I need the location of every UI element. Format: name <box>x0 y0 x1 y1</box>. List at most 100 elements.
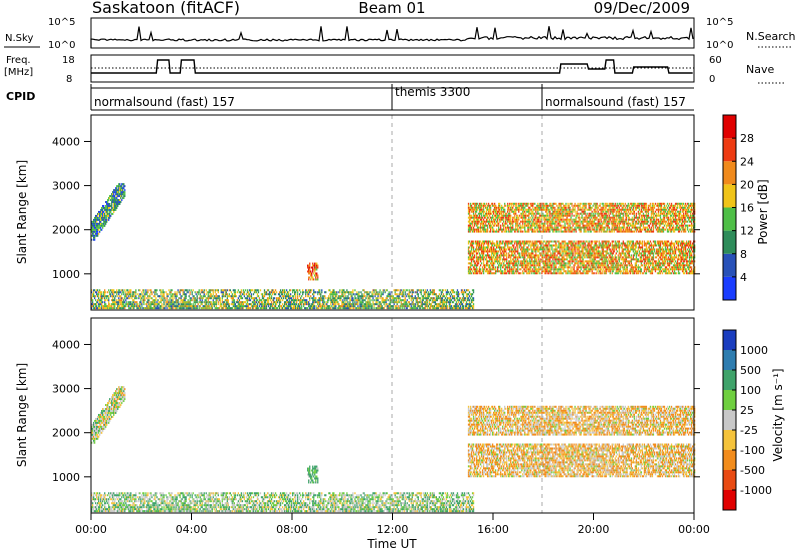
power-cell <box>525 220 527 223</box>
power-cell <box>499 256 501 259</box>
power-cell <box>206 291 208 294</box>
power-cell <box>540 214 542 217</box>
power-cell <box>388 291 390 294</box>
power-cell <box>255 297 258 300</box>
power-cell <box>533 256 535 259</box>
power-cell <box>107 199 109 202</box>
power-cell <box>502 218 504 221</box>
power-cell <box>321 289 323 292</box>
power-cell <box>335 301 337 304</box>
power-cell <box>268 291 271 294</box>
power-cell <box>474 248 477 251</box>
power-cell <box>258 297 261 300</box>
power-cell <box>468 218 471 221</box>
power-cell <box>476 222 479 225</box>
power-cell <box>105 218 107 221</box>
power-cell <box>139 301 141 304</box>
power-cell <box>138 305 140 308</box>
power-cell <box>512 252 514 255</box>
power-cell <box>488 240 491 243</box>
power-cell <box>117 185 119 188</box>
power-cell <box>146 297 148 300</box>
power-cell <box>531 248 533 251</box>
noise-right-tick-high: 10^5 <box>706 17 733 28</box>
power-cell <box>507 240 509 243</box>
power-cell <box>533 214 535 217</box>
power-cell <box>554 212 556 215</box>
power-cell <box>502 224 504 227</box>
power-cell <box>234 303 237 306</box>
power-cell <box>541 270 543 273</box>
power-cell <box>494 252 496 255</box>
power-cell <box>476 220 479 223</box>
power-cell <box>293 307 295 310</box>
power-cell <box>102 212 104 215</box>
power-cell <box>531 244 533 247</box>
power-cell <box>543 204 545 207</box>
power-cell <box>555 260 557 263</box>
power-cell <box>267 299 270 302</box>
power-cell <box>343 301 345 304</box>
power-cell <box>231 295 233 298</box>
power-cell <box>524 258 526 261</box>
power-cell <box>311 266 313 269</box>
power-cell <box>468 254 471 257</box>
power-cell <box>220 303 222 306</box>
power-cell <box>278 295 281 298</box>
power-cell <box>110 199 112 202</box>
power-cell <box>170 291 172 294</box>
power-cell <box>202 305 204 308</box>
power-cell <box>117 189 119 192</box>
power-cell <box>201 301 203 304</box>
power-cell <box>98 297 100 300</box>
power-cell <box>106 201 108 204</box>
power-cell <box>99 218 101 221</box>
power-cell <box>488 270 491 273</box>
power-cell <box>493 248 495 251</box>
power-cell <box>499 202 501 205</box>
power-cell <box>470 250 473 253</box>
power-cell <box>311 305 313 308</box>
power-cell <box>508 270 510 273</box>
power-cell <box>341 305 343 308</box>
power-cell <box>108 303 110 306</box>
power-cell <box>550 206 552 209</box>
power-cell <box>352 293 354 296</box>
power-cell <box>520 212 522 215</box>
power-cell <box>94 216 96 219</box>
power-cell <box>216 297 218 300</box>
power-cell <box>489 266 492 269</box>
power-cell <box>264 291 267 294</box>
power-cell <box>180 297 182 300</box>
power-cell <box>248 297 251 300</box>
power-cell <box>92 228 94 231</box>
power-cell <box>540 224 542 227</box>
power-cell <box>295 291 297 294</box>
power-cell <box>471 254 474 257</box>
power-cell <box>299 289 301 292</box>
power-cell <box>208 295 210 298</box>
power-cell <box>338 291 340 294</box>
power-cell <box>491 262 494 265</box>
power-cell <box>157 303 159 306</box>
power-cell <box>339 289 341 292</box>
power-cell <box>340 305 342 308</box>
power-cell <box>159 305 161 308</box>
power-cell <box>153 303 155 306</box>
power-cell <box>510 208 512 211</box>
power-cell <box>536 246 538 249</box>
power-cell <box>92 299 94 302</box>
power-cell <box>465 289 468 292</box>
power-cell <box>498 214 500 217</box>
power-cell <box>467 204 470 207</box>
power-cell <box>130 295 132 298</box>
power-cell <box>503 256 505 259</box>
power-cell <box>115 193 117 196</box>
power-cell <box>415 291 417 294</box>
power-cell <box>262 305 265 308</box>
power-cell <box>533 212 535 215</box>
power-cell <box>380 305 382 308</box>
power-cell <box>522 264 524 267</box>
power-cell <box>219 301 221 304</box>
power-cell <box>525 230 527 233</box>
